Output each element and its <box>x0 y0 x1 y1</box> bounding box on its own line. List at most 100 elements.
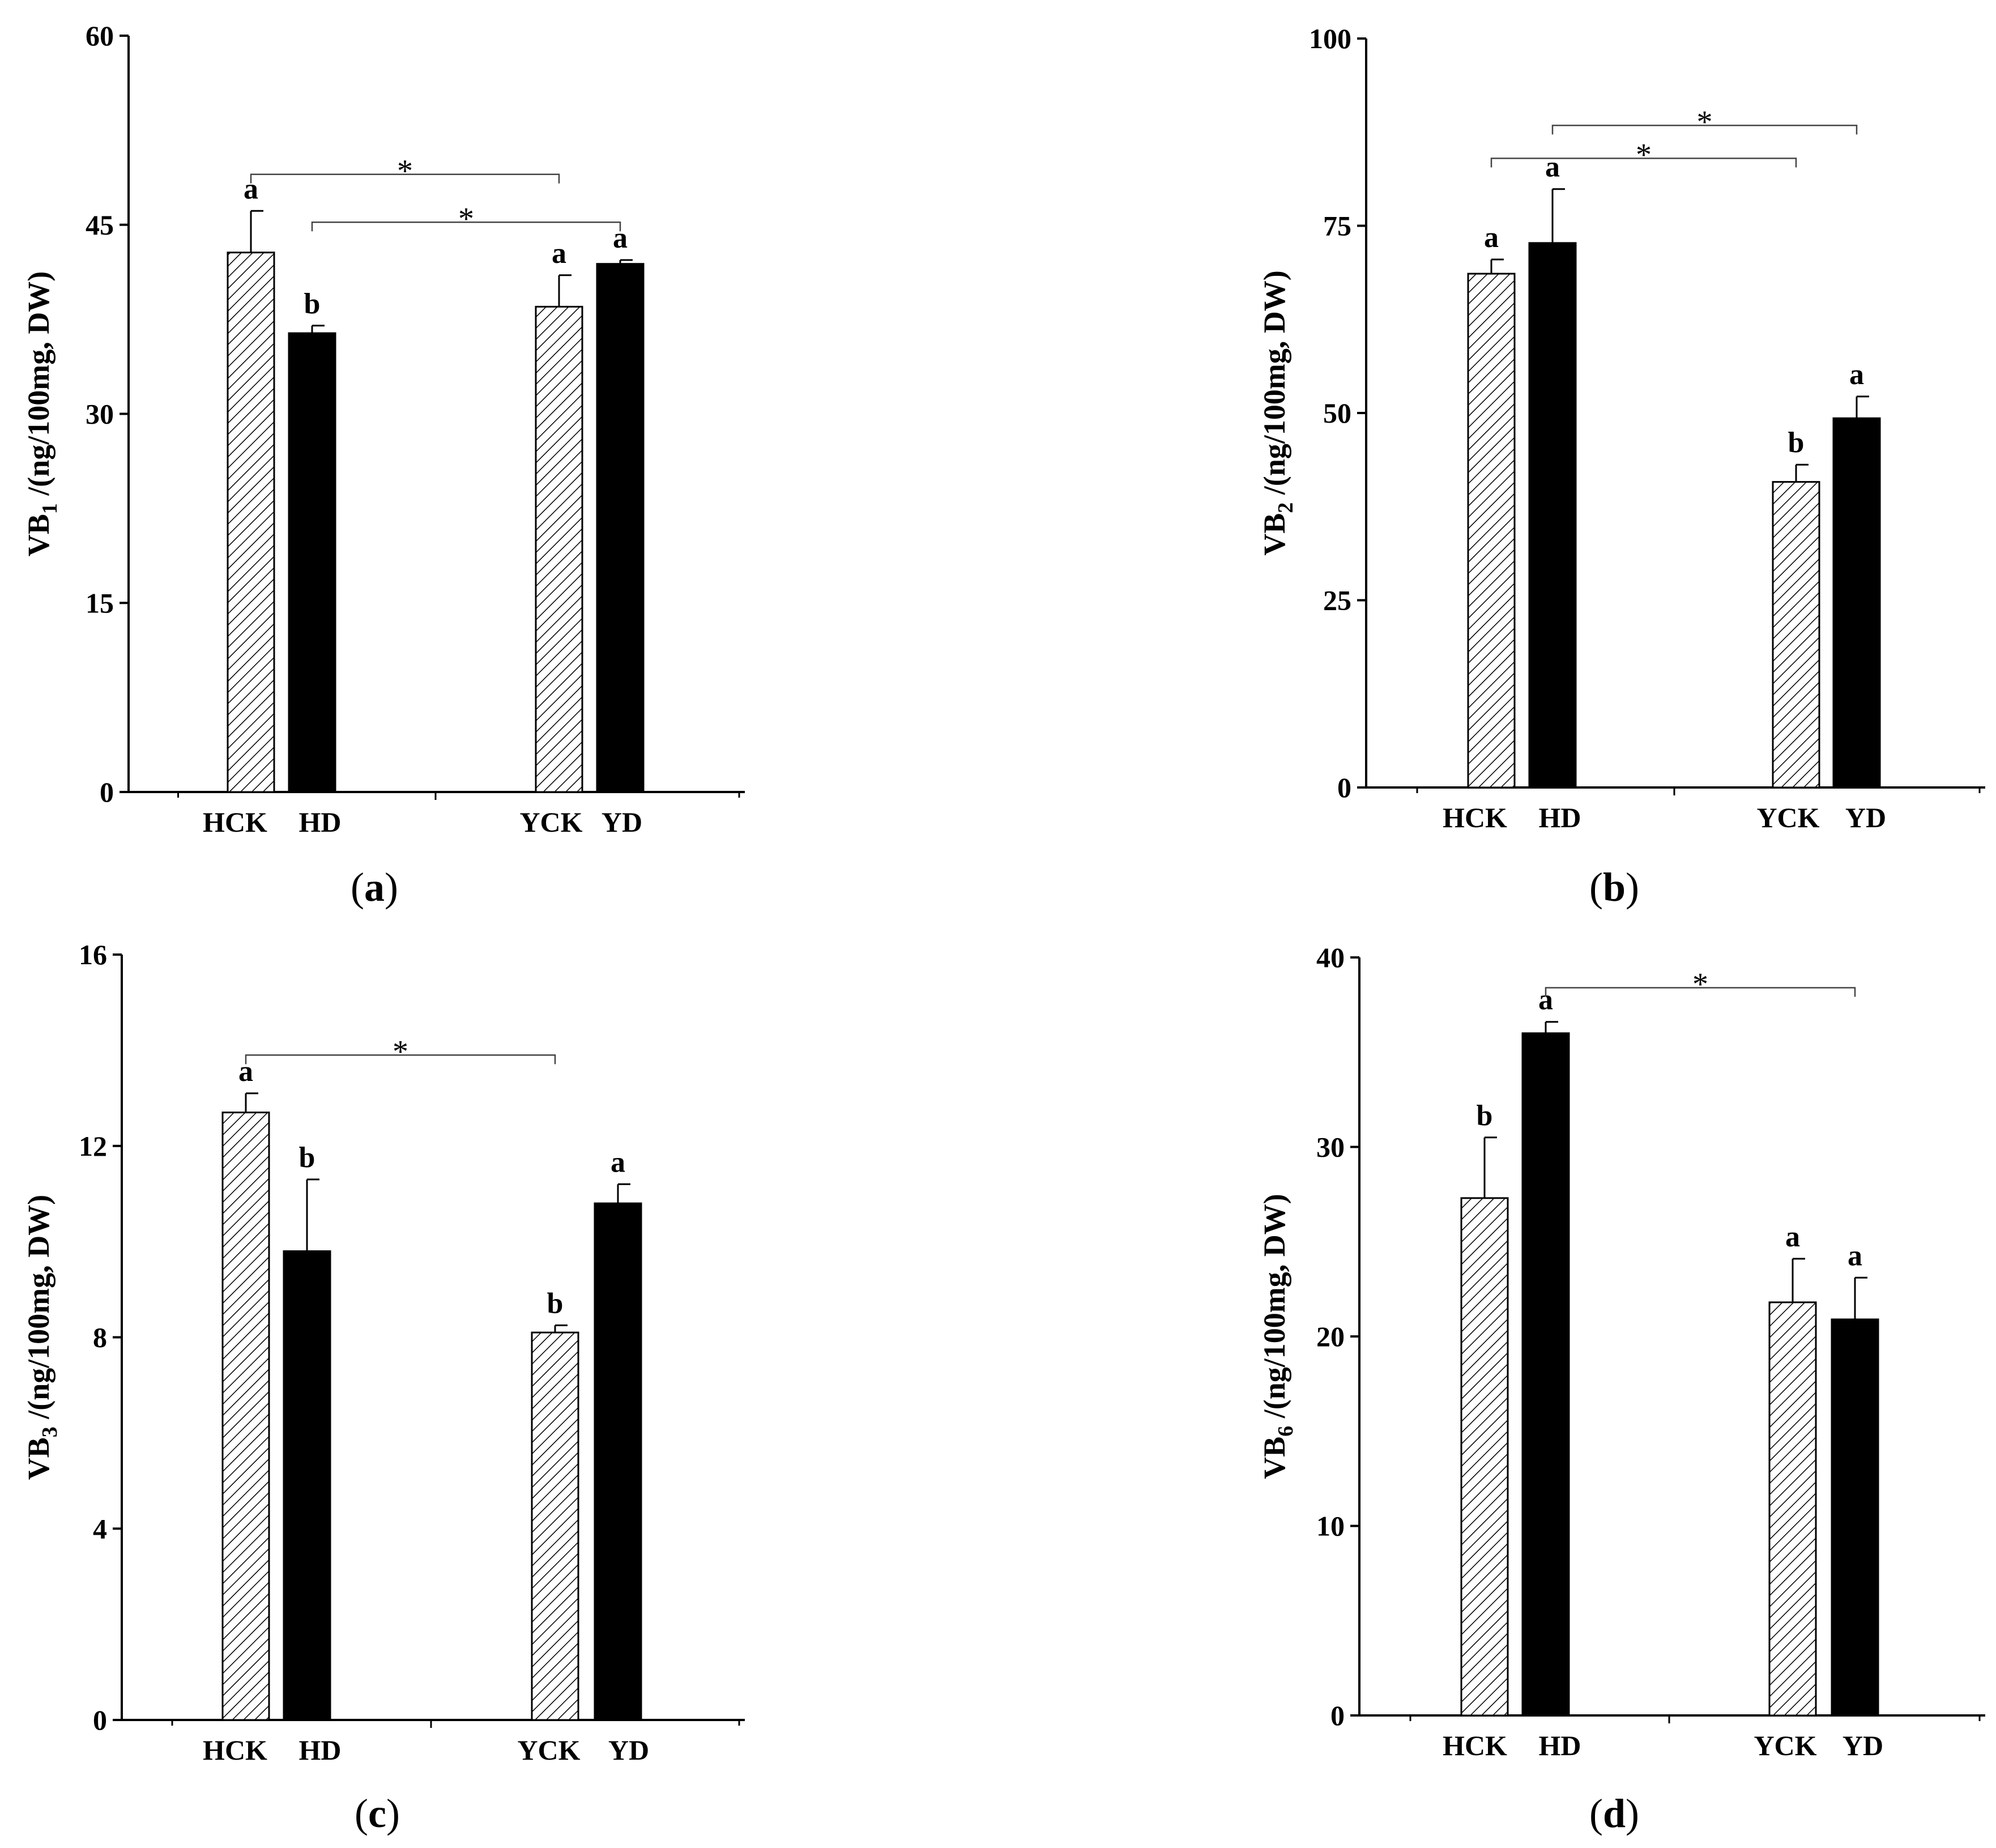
y-tick-label: 40 <box>1316 942 1345 973</box>
significance-bracket <box>1490 157 1797 168</box>
panel-label: (b) <box>1589 865 1639 910</box>
category-label: HD <box>299 806 342 838</box>
y-tick-label: 45 <box>86 209 114 241</box>
significance-letter: b <box>1788 427 1805 459</box>
panel-label-close: ) <box>386 1791 400 1836</box>
y-tick-label: 60 <box>86 20 114 52</box>
panel-label-letter: d <box>1603 1791 1626 1836</box>
bar-hck <box>221 1112 270 1721</box>
y-axis-label-subscript: 3 <box>38 1427 62 1437</box>
panel-label-letter: c <box>368 1791 386 1836</box>
significance-bracket <box>245 1054 556 1064</box>
y-axis-label-prefix: VB <box>22 1437 56 1480</box>
y-tick-label: 8 <box>93 1322 107 1353</box>
panel-label-open: ( <box>351 865 364 910</box>
bar-hck <box>1467 272 1516 789</box>
panel-label-open: ( <box>1589 1791 1603 1836</box>
category-label: HD <box>1539 1730 1581 1761</box>
panel-label-open: ( <box>1589 865 1603 910</box>
y-tick-label: 12 <box>79 1130 107 1162</box>
category-label: YCK <box>1754 1730 1816 1761</box>
y-tick-label: 15 <box>86 587 114 619</box>
bar-yck <box>535 305 583 793</box>
significance-star: * <box>1636 138 1652 173</box>
y-axis-label-subscript: 6 <box>1274 1426 1298 1437</box>
bar-yck <box>1768 1301 1817 1717</box>
y-tick-label: 0 <box>100 776 114 808</box>
significance-letter: a <box>1484 222 1499 254</box>
significance-letter: b <box>304 288 321 320</box>
bar-yd <box>1831 1318 1879 1717</box>
y-tick-label: 0 <box>1330 1700 1345 1731</box>
y-axis-label-prefix: VB <box>22 514 56 556</box>
significance-star: * <box>1692 967 1708 1002</box>
category-label: HD <box>299 1734 342 1766</box>
category-label: YCK <box>1756 802 1819 833</box>
y-tick-label: 30 <box>1316 1131 1345 1163</box>
significance-bracket <box>311 222 621 232</box>
significance-letter: a <box>552 237 566 270</box>
bar-hd <box>1528 242 1577 789</box>
bar-yck <box>1772 481 1820 789</box>
panel-label: (c) <box>355 1791 400 1836</box>
y-axis-label: VB6 /(ng/100mg, DW) <box>1257 1194 1298 1479</box>
bar-hck <box>227 252 275 793</box>
category-label: YCK <box>519 806 582 838</box>
significance-letter: a <box>1545 151 1560 184</box>
category-label: YCK <box>517 1734 580 1766</box>
panel-label: (d) <box>1589 1791 1639 1836</box>
significance-letter: b <box>299 1142 315 1174</box>
significance-star: * <box>458 201 474 236</box>
panel-label-close: ) <box>385 865 398 910</box>
y-axis-label-unit: /(ng/100mg, DW) <box>1257 270 1291 502</box>
bar-yd <box>594 1202 642 1721</box>
y-axis-label-prefix: VB <box>1257 1437 1291 1479</box>
bar-hd <box>288 332 336 793</box>
y-axis-label-unit: /(ng/100mg, DW) <box>1257 1194 1291 1425</box>
category-label: HCK <box>1443 802 1507 833</box>
panel-label-letter: b <box>1603 865 1626 910</box>
bar-yck <box>531 1331 579 1721</box>
category-label: HCK <box>203 806 267 838</box>
significance-letter: a <box>1849 359 1864 391</box>
y-axis-label-subscript: 2 <box>1274 503 1298 513</box>
significance-letter: b <box>1477 1100 1493 1132</box>
y-axis-label-subscript: 1 <box>38 503 62 514</box>
significance-star: * <box>397 154 413 189</box>
bar-yd <box>1832 417 1881 789</box>
bar-hd <box>1521 1032 1570 1717</box>
significance-letter: a <box>611 1146 625 1178</box>
panel-label-letter: a <box>364 865 385 910</box>
category-label: YD <box>1845 802 1886 833</box>
y-axis-label-unit: /(ng/100mg, DW) <box>22 1195 56 1427</box>
y-tick-label: 10 <box>1316 1510 1345 1542</box>
category-label: YD <box>1843 1730 1883 1761</box>
category-label: HD <box>1539 802 1581 833</box>
significance-letter: b <box>547 1287 564 1319</box>
y-axis-label: VB1 /(ng/100mg, DW) <box>22 271 62 557</box>
significance-bracket <box>1545 987 1856 997</box>
panel-label-close: ) <box>1626 865 1639 910</box>
y-tick-label: 100 <box>1309 23 1351 54</box>
category-label: YD <box>602 806 642 838</box>
y-axis-label-prefix: VB <box>1257 513 1291 556</box>
y-tick-label: 30 <box>86 398 114 430</box>
y-tick-label: 0 <box>93 1704 107 1736</box>
panel-label-close: ) <box>1626 1791 1639 1836</box>
y-tick-label: 25 <box>1323 585 1351 616</box>
bar-yd <box>596 263 645 793</box>
significance-bracket <box>1551 125 1858 135</box>
significance-bracket <box>250 173 560 184</box>
category-label: HCK <box>203 1734 267 1766</box>
significance-letter: a <box>1785 1221 1800 1253</box>
significance-star: * <box>1697 104 1713 139</box>
y-tick-label: 0 <box>1337 772 1351 803</box>
y-axis-label-unit: /(ng/100mg, DW) <box>22 271 56 503</box>
significance-star: * <box>393 1034 408 1069</box>
y-axis-label: VB2 /(ng/100mg, DW) <box>1257 270 1298 556</box>
